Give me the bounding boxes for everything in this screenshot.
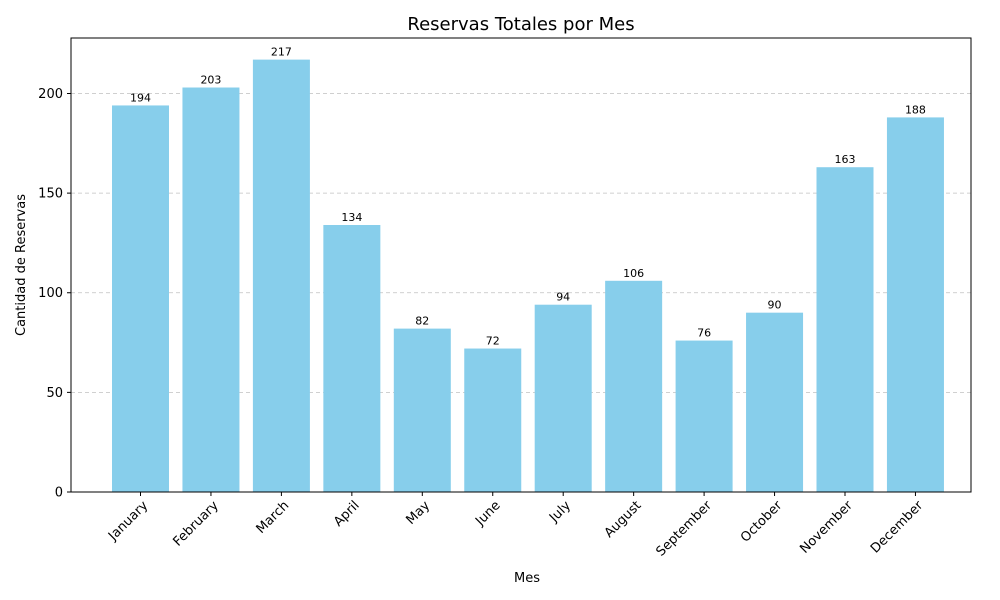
y-tick-label-0: 0 <box>55 486 63 501</box>
bar-september <box>675 340 733 492</box>
data-labels: 194 203 217 134 82 72 94 106 76 90 163 188 <box>130 46 926 348</box>
bar-july <box>534 304 592 492</box>
y-axis-label: Cantidad de Reservas <box>14 194 29 336</box>
bar-december <box>886 117 944 492</box>
y-tick-label-1: 50 <box>46 386 63 401</box>
y-tick-label-3: 150 <box>38 187 63 202</box>
x-tick-label-april: April <box>331 498 363 530</box>
data-label-july: 94 <box>556 291 570 304</box>
data-label-april: 134 <box>341 211 362 224</box>
bar-june <box>464 348 522 492</box>
y-axis-ticks: 0 50 100 150 200 <box>38 87 71 501</box>
x-tick-label-september: September <box>654 498 716 560</box>
x-tick-label-january: January <box>105 498 151 544</box>
bars <box>112 59 944 493</box>
bar-january <box>112 105 169 492</box>
data-label-february: 203 <box>200 74 221 87</box>
bar-february <box>182 87 240 493</box>
data-label-september: 76 <box>697 327 711 340</box>
x-tick-label-july: July <box>546 498 574 526</box>
bar-may <box>393 328 451 492</box>
x-axis-label: Mes <box>514 571 540 586</box>
x-tick-label-june: June <box>472 498 503 529</box>
data-label-november: 163 <box>835 153 856 166</box>
x-axis-ticks: January February March April May June July Augu… <box>105 492 927 560</box>
chart-title: Reservas Totales por Mes <box>407 14 634 35</box>
x-tick-label-august: August <box>602 498 645 541</box>
x-tick-label-march: March <box>254 498 293 537</box>
bar-october <box>746 312 804 492</box>
data-label-may: 82 <box>415 315 429 328</box>
bar-april <box>323 224 381 492</box>
data-label-june: 72 <box>486 335 500 348</box>
x-tick-label-november: November <box>797 498 856 557</box>
y-tick-label-2: 100 <box>38 286 63 301</box>
plot-frame <box>70 37 972 493</box>
bar-november <box>816 167 874 492</box>
data-label-december: 188 <box>905 103 926 116</box>
x-tick-label-february: February <box>170 498 222 550</box>
bar-august <box>605 280 663 492</box>
x-tick-label-may: May <box>404 498 434 528</box>
x-tick-label-december: December <box>868 498 927 557</box>
data-label-august: 106 <box>623 267 644 280</box>
data-label-march: 217 <box>271 46 292 59</box>
data-label-october: 90 <box>768 299 782 312</box>
y-tick-label-4: 200 <box>38 87 63 102</box>
data-label-january: 194 <box>130 91 151 104</box>
bar-march <box>252 59 310 492</box>
x-tick-label-october: October <box>738 498 786 546</box>
